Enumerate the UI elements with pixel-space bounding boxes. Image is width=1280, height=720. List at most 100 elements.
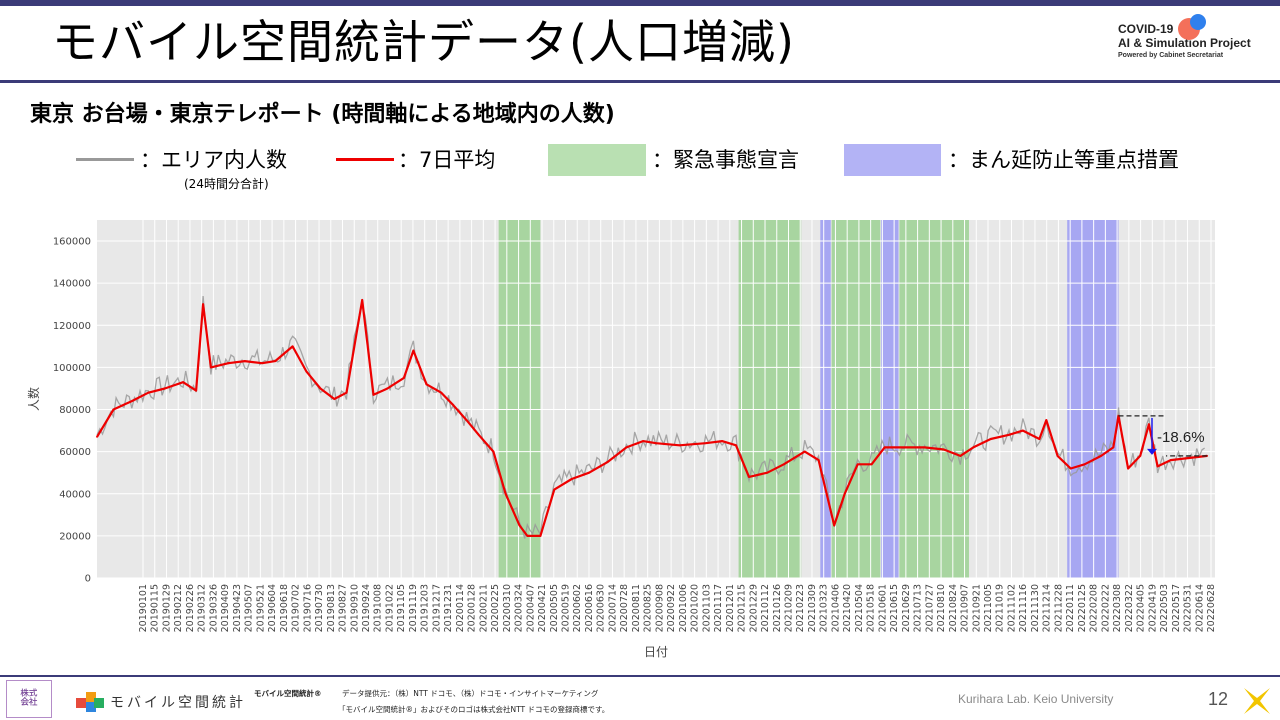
lab-logo-icon: ㍿ <box>6 680 52 718</box>
x-tick-label-16: 20190813 <box>326 584 337 632</box>
avg-point-9 <box>227 362 230 365</box>
x-tick-label-68: 20210810 <box>936 584 947 632</box>
legend-avg-label: ：7日平均 <box>398 148 496 172</box>
footer-trademark: 「モバイル空間統計®」およびそのロゴは株式会社NTT ドコモの登録商標です。 <box>338 705 610 714</box>
chart-subtitle: 東京 お台場・東京テレポート (時間軸による地域内の人数) <box>30 102 615 127</box>
legend-priority-swatch <box>844 144 941 176</box>
priority-band-0 <box>820 220 831 578</box>
avg-point-68 <box>1112 446 1115 449</box>
x-axis-label: 日付 <box>644 645 668 659</box>
avg-point-25 <box>452 404 455 407</box>
x-tick-label-41: 20200728 <box>619 584 630 632</box>
x-tick-label-1: 20190115 <box>150 584 161 632</box>
x-tick-label-25: 20191217 <box>431 584 442 632</box>
x-star-icon <box>1244 688 1270 714</box>
avg-point-44 <box>748 476 750 478</box>
x-tick-label-47: 20201020 <box>690 584 701 632</box>
x-tick-label-78: 20211228 <box>1053 584 1064 632</box>
footer-divider <box>0 675 1280 677</box>
avg-point-18 <box>361 299 364 301</box>
x-tick-label-34: 20200421 <box>537 584 548 632</box>
x-tick-label-39: 20200630 <box>596 584 607 632</box>
avg-point-31 <box>526 534 529 537</box>
avg-point-21 <box>402 377 405 379</box>
avg-point-23 <box>425 383 428 386</box>
x-tick-label-11: 20190604 <box>267 584 278 632</box>
x-tick-label-49: 20201117 <box>713 584 724 632</box>
x-tick-label-72: 20211005 <box>983 584 994 632</box>
x-tick-label-48: 20201103 <box>701 584 712 632</box>
avg-point-41 <box>704 442 707 445</box>
x-tick-label-56: 20210223 <box>795 584 806 632</box>
avg-point-55 <box>923 446 926 449</box>
avg-point-35 <box>588 471 590 474</box>
avg-point-75 <box>1188 457 1190 459</box>
legend-avg-swatch <box>336 158 394 161</box>
avg-point-52 <box>870 463 873 466</box>
plot-background <box>97 220 1215 578</box>
legend-raw-label: ：エリア内人数 <box>140 148 287 172</box>
x-tick-label-85: 20220405 <box>1136 584 1147 632</box>
x-tick-label-0: 20190101 <box>138 584 149 632</box>
population-chart: -18.6% 20190101 20190115 20190129 20190212 2… <box>26 220 1217 659</box>
y-tick-label-2: 40000 <box>59 489 91 500</box>
x-tick-label-65: 20210629 <box>901 584 912 632</box>
emergency-band-0 <box>498 220 541 578</box>
cubes-logo-icon <box>76 692 104 712</box>
y-tick-label-7: 140000 <box>53 279 91 290</box>
y-tick-label-8: 160000 <box>53 237 91 248</box>
avg-point-51 <box>856 463 859 466</box>
footer-source: データ提供元：（株）NTT ドコモ、（株）ドコモ・インサイトマーケティング <box>342 689 599 698</box>
x-tick-label-33: 20200407 <box>525 584 536 632</box>
avg-point-0 <box>96 436 98 438</box>
page-title: モバイル空間統計データ(人口増減) <box>52 15 795 69</box>
x-tick-label-63: 20210601 <box>877 584 888 632</box>
avg-point-3 <box>147 391 150 394</box>
legend-emergency: ：緊急事態宣言 <box>548 142 838 182</box>
x-tick-label-3: 20190212 <box>173 584 184 632</box>
avg-point-56 <box>942 448 945 451</box>
y-tick-label-6: 120000 <box>53 321 91 332</box>
avg-point-65 <box>1069 467 1072 470</box>
avg-point-47 <box>803 450 806 453</box>
x-tick-label-73: 20211019 <box>995 584 1006 632</box>
footer-brand-mark: モバイル空間統計® <box>254 689 322 698</box>
x-tick-label-22: 20191105 <box>396 584 407 632</box>
x-tick-label-24: 20191203 <box>420 584 431 632</box>
x-tick-label-42: 20200811 <box>631 584 642 632</box>
x-tick-label-88: 20220517 <box>1171 584 1182 632</box>
x-tick-label-70: 20210907 <box>960 584 971 632</box>
x-tick-label-40: 20200714 <box>607 584 618 632</box>
avg-point-24 <box>440 391 443 394</box>
avg-point-58 <box>972 446 975 449</box>
x-tick-label-46: 20201006 <box>678 584 689 632</box>
x-tick-label-81: 20220208 <box>1089 584 1100 632</box>
avg-point-39 <box>655 442 657 445</box>
legend-raw-swatch <box>76 158 134 161</box>
x-tick-label-35: 20200505 <box>549 584 560 632</box>
avg-point-59 <box>989 438 992 440</box>
x-tick-label-27: 20200114 <box>455 584 466 632</box>
logo-line2: AI & Simulation Project <box>1118 36 1251 50</box>
x-tick-label-90: 20220614 <box>1194 584 1205 632</box>
x-tick-label-58: 20210323 <box>819 584 830 632</box>
page-number: 12 <box>1208 689 1229 709</box>
avg-point-74 <box>1169 459 1172 461</box>
avg-point-62 <box>1038 438 1041 440</box>
x-tick-label-23: 20191119 <box>408 584 419 632</box>
legend-priority-label: ：まん延防止等重点措置 <box>948 148 1179 172</box>
x-tick-label-75: 20211116 <box>1018 584 1029 632</box>
legend-raw-note: (24時間分合計) <box>184 177 269 191</box>
emergency-band-1 <box>738 220 802 578</box>
x-tick-label-31: 20200310 <box>502 584 513 632</box>
avg-point-32 <box>539 534 542 537</box>
title-divider <box>0 80 1280 83</box>
x-tick-label-84: 20220322 <box>1124 584 1135 632</box>
avg-point-26 <box>465 419 468 421</box>
x-tick-label-83: 20220308 <box>1112 584 1123 632</box>
raw-count-texture <box>96 295 1205 539</box>
logo-dot-blue <box>1190 14 1206 30</box>
x-tick-label-43: 20200825 <box>643 584 654 632</box>
avg-point-71 <box>1139 454 1142 457</box>
x-tick-label-8: 20190423 <box>232 584 243 632</box>
